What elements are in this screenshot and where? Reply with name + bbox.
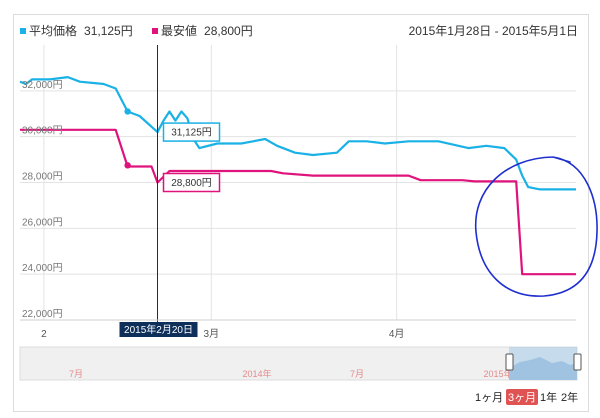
series-layer [19,76,576,276]
legend-average-swatch [20,27,26,34]
average-price-marker [124,108,131,115]
navigator-tick-label: 2015年 [483,368,512,379]
legend-average[interactable]: 平均価格 31,125円 [20,22,133,39]
tooltip-average-box [162,122,221,142]
navigator-tick-label: 2014年 [242,368,271,379]
axes: 22,000円 24,000円 26,000円 28,000円 30,000円 32,00… [20,80,576,340]
crosshair-date-label: 2015年2月20日 [124,323,193,336]
legend-lowest-label: 最安値 [161,24,198,38]
navigator-series-preview [509,357,577,380]
legend-lowest[interactable]: 最安値 28,800円 [152,22,253,39]
average-price-line [19,76,576,191]
hand-drawn-annotation [474,156,598,297]
range-2-years-button[interactable]: 2年 [561,392,579,404]
tooltip-lowest-text: 28,800円 [171,178,212,189]
navigator-tick-label: 7月 [350,369,364,379]
navigator-handle-left[interactable] [505,353,514,371]
tooltip-average-text: 31,125円 [171,128,212,139]
y-tick-label: 30,000円 [22,126,63,137]
range-1-year-button[interactable]: 1年 [540,392,558,404]
y-tick-label: 26,000円 [22,217,63,228]
chart-frame [13,14,589,412]
y-tick-label: 24,000円 [22,263,63,274]
tooltip-lowest-box [162,172,221,193]
lowest-price-line [20,128,576,276]
navigator-tick-label: 7月 [69,369,83,379]
lowest-price-marker [124,162,131,169]
y-tick-label: 32,000円 [22,80,63,91]
date-range-label: 2015年1月28日 - 2015年5月1日 [408,24,578,38]
navigator-handle-right[interactable] [573,353,582,371]
range-navigator[interactable]: 7月 2014年 7月 2015年 [19,346,582,381]
legend-average-label: 平均価格 [29,24,78,38]
crosshair: 2015年2月20日 [119,45,198,337]
crosshair-date-box [119,322,198,337]
y-tick-label: 22,000円 [22,309,63,320]
range-3-months-button[interactable]: 3ヶ月 [506,389,539,405]
legend-lowest-value: 28,800円 [204,24,253,38]
annotation-circle [474,156,598,297]
legend-lowest-swatch [152,27,158,34]
x-tick-label: 3月 [204,328,220,340]
x-tick-label: 2 [41,329,47,340]
x-tick-label: 4月 [389,328,405,340]
y-tick-label: 28,000円 [22,172,63,183]
legend-average-value: 31,125円 [84,24,133,38]
tooltips: 31,125円 28,800円 [162,122,221,193]
range-1-month-button[interactable]: 1ヶ月 [475,392,504,404]
